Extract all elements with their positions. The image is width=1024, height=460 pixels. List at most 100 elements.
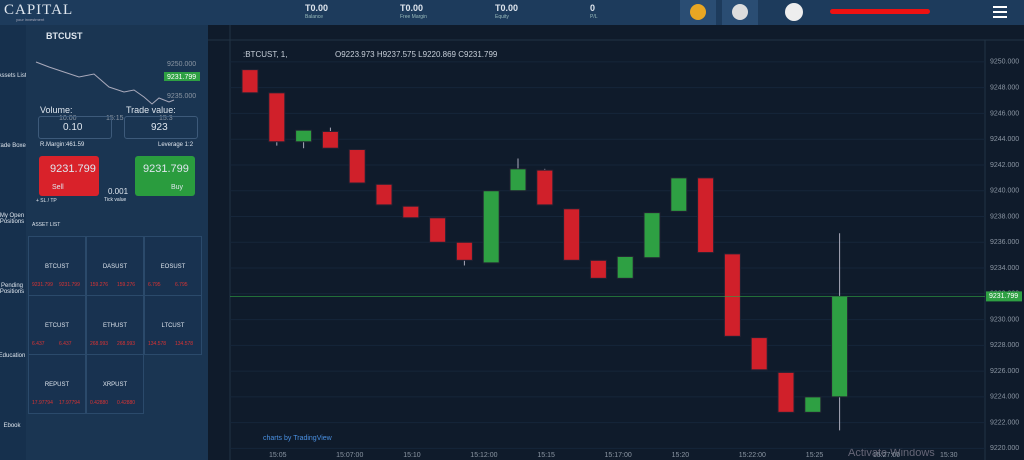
x-tick-label: 15:12:00 <box>470 452 497 459</box>
sltp[interactable]: + SL / TP <box>36 198 57 204</box>
candle-body <box>670 177 688 212</box>
candle-body <box>697 177 715 254</box>
mini-time: 10:00 <box>59 115 77 122</box>
y-tick-label: 9244.000 <box>990 136 1019 143</box>
nav-item[interactable]: Trade Boxes <box>0 143 29 149</box>
asset-cell[interactable]: LTCUST 134.578 134.578 <box>144 295 202 355</box>
asset-ask: 6.437 <box>59 341 72 347</box>
y-tick-label: 9228.000 <box>990 342 1019 349</box>
margin: 461.59 <box>66 142 85 148</box>
asset-cell[interactable]: BTCUST 9231.799 9231.799 <box>28 236 86 296</box>
asset-cell[interactable]: ETHUST 268.993 268.993 <box>86 295 144 355</box>
asset-ask: 159.276 <box>117 282 136 288</box>
nav-item[interactable]: Ebook <box>3 423 21 429</box>
candle-body <box>563 208 581 261</box>
last-price-label: 9231.799 <box>989 293 1018 300</box>
menu-button[interactable] <box>993 6 1007 18</box>
trade-value-label: Trade value: <box>126 105 176 115</box>
candle-body <box>616 255 634 279</box>
y-tick-label: 9220.000 <box>990 445 1019 452</box>
candle-body <box>241 69 259 94</box>
volume: 0.10 <box>63 122 83 133</box>
y-tick-label: 9236.000 <box>990 239 1019 246</box>
watermark: Activate Windows <box>848 447 935 459</box>
x-tick-label: 15:27:00 <box>873 452 900 459</box>
candle-body <box>295 129 313 143</box>
stat-value: T0.00 <box>400 3 424 13</box>
asset-bid: 134.578 <box>148 341 167 347</box>
candle-body <box>831 295 849 398</box>
x-tick-label: 15:05 <box>269 452 287 459</box>
asset-cell[interactable]: ETCUST 6.437 6.437 <box>28 295 86 355</box>
avatar[interactable] <box>785 3 803 21</box>
y-tick-label: 9238.000 <box>990 213 1019 220</box>
nav-item[interactable]: Pending Positions <box>0 283 25 295</box>
mini-time: 15:15 <box>106 115 124 122</box>
candle-body <box>643 212 661 259</box>
y-tick-label: 9246.000 <box>990 110 1019 117</box>
chart: :BTCUST, 1, O9223.973 H9237.575 L9220.86… <box>208 25 1024 460</box>
asset-ask: 6.795 <box>175 282 188 288</box>
asset-cell[interactable]: XRPUST 0.42880 0.42880 <box>86 354 144 414</box>
ball-button[interactable] <box>722 0 758 25</box>
asset-name: ETHUST <box>103 323 127 329</box>
x-tick-label: 15:07:00 <box>336 452 363 459</box>
x-tick-label: 15:15 <box>537 452 555 459</box>
x-tick-label: 15:10 <box>403 452 421 459</box>
y-tick-label: 9234.000 <box>990 265 1019 272</box>
buy-label: Buy <box>171 184 184 191</box>
asset-name: REPUST <box>44 382 70 388</box>
asset-bid: 17.97794 <box>32 400 53 406</box>
asset-cell[interactable]: EOSUST 6.795 6.795 <box>144 236 202 296</box>
sell-button[interactable]: 9231.799 Sell <box>39 156 99 196</box>
mini-chart: 9250.000 9231.799 9235.000 10:00 15:15 1… <box>35 61 200 122</box>
candle-body <box>589 259 607 279</box>
y-tick-label: 9240.000 <box>990 188 1019 195</box>
asset-name: BTCUST <box>45 264 69 270</box>
volume-label: Volume: <box>40 105 73 115</box>
y-tick-label: 9224.000 <box>990 394 1019 401</box>
credit: charts by TradingView <box>263 435 333 442</box>
buy-button[interactable]: 9231.799 Buy <box>135 156 195 196</box>
stat-label: Balance <box>305 14 324 20</box>
candle-body <box>375 183 393 206</box>
sell-label: Sell <box>52 184 64 191</box>
y-tick-label: 9248.000 <box>990 85 1019 92</box>
stat-label: P/L <box>590 14 598 20</box>
stat-label: Equity <box>495 14 509 20</box>
asset-name: XRPUST <box>102 382 128 388</box>
asset-name: DASUST <box>102 264 128 270</box>
stat-value: 0 <box>590 3 596 13</box>
nav-item[interactable]: My Open Positions <box>0 213 25 225</box>
asset-bid: 159.276 <box>90 282 109 288</box>
nav-item[interactable]: Assets List <box>0 73 27 79</box>
volume-input[interactable]: 0.10 <box>38 116 112 139</box>
chart-symbol: :BTCUST, 1, <box>243 50 287 59</box>
tick-label: Tick value <box>104 197 127 203</box>
asset-name: LTCUST <box>161 323 185 329</box>
candle-body <box>429 217 447 243</box>
y-tick-label: 9250.000 <box>990 59 1019 66</box>
stat-value: T0.00 <box>495 3 519 13</box>
stat-value: T0.00 <box>305 3 329 13</box>
mini-price-box <box>164 72 200 81</box>
asset-cell[interactable]: REPUST 17.97794 17.97794 <box>28 354 86 414</box>
asset-bid: 6.795 <box>148 282 161 288</box>
candle-body <box>804 396 822 413</box>
leverage: Leverage 1:2 <box>158 142 194 148</box>
margin-label: R.Margin: <box>40 142 67 148</box>
asset-cell[interactable]: DASUST 159.276 159.276 <box>86 236 144 296</box>
candle-body <box>723 253 741 337</box>
trade-value: 923 <box>151 122 168 133</box>
mini-label: 9235.000 <box>167 93 196 100</box>
logo: CAPITAL <box>4 2 74 18</box>
buy-price: 9231.799 <box>143 163 189 175</box>
x-tick-label: 15:20 <box>672 452 690 459</box>
candle-body <box>750 337 768 371</box>
asset-bid: 9231.799 <box>32 282 53 288</box>
nav-item[interactable]: Education <box>0 353 26 359</box>
symbol[interactable]: BTCUST <box>46 31 83 41</box>
trade-value-input[interactable]: 923 <box>124 116 198 139</box>
ohlc: O9223.973 H9237.575 L9220.869 C9231.799 <box>335 50 498 59</box>
coin-button[interactable] <box>680 0 716 25</box>
